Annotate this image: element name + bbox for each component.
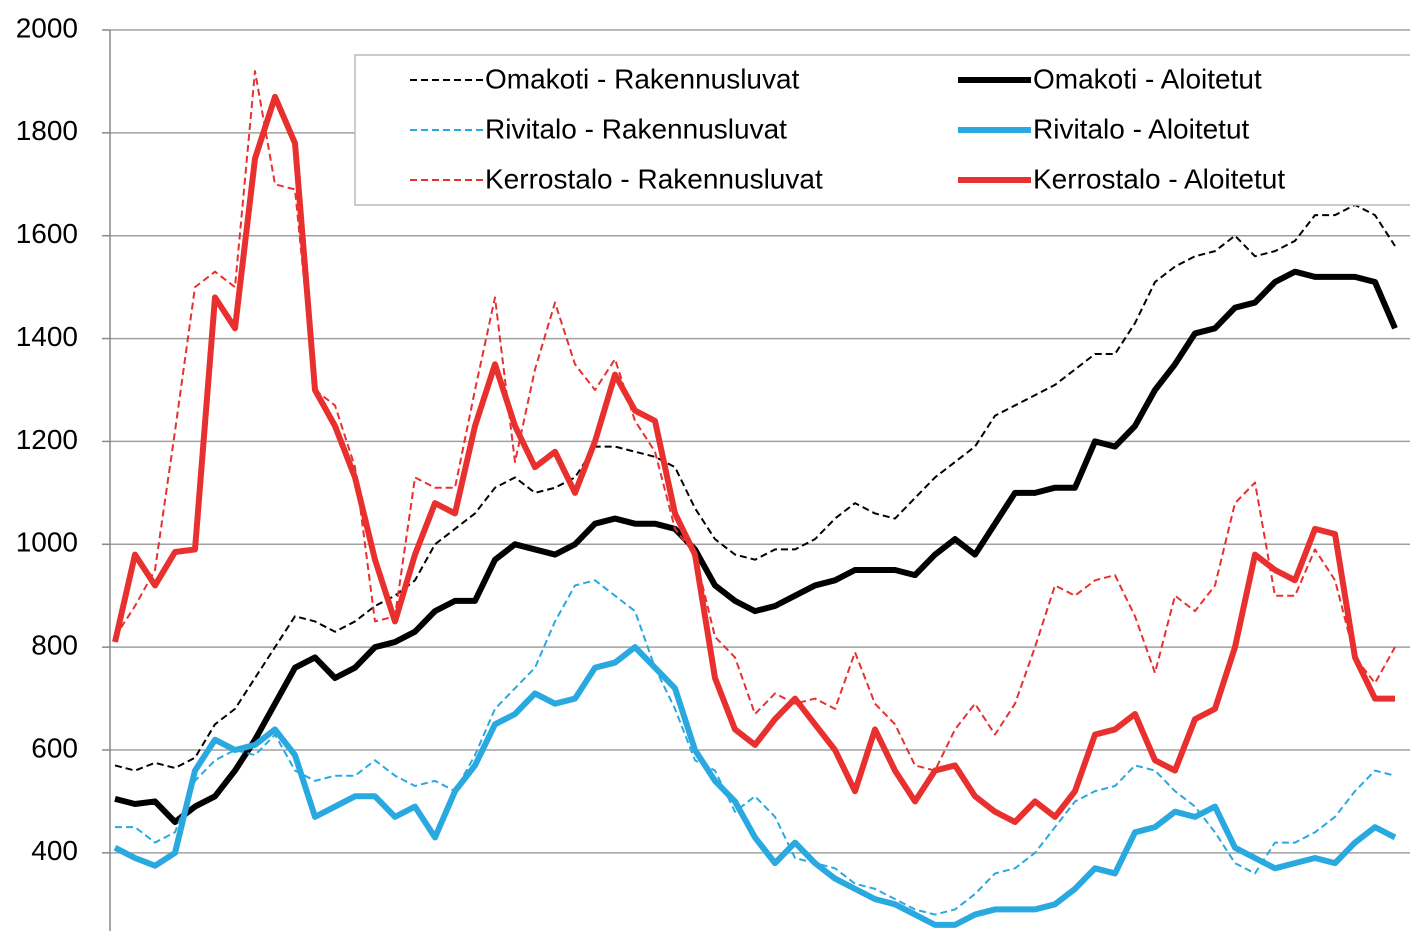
series-line [115, 579, 1396, 916]
series-line [114, 70, 1396, 772]
y-tick-label: 800 [31, 630, 78, 661]
legend-label: Rivitalo - Rakennusluvat [485, 113, 787, 144]
series-line [114, 203, 1396, 772]
legend-label: Rivitalo - Aloitetut [1033, 113, 1250, 144]
y-tick-label: 1800 [16, 115, 78, 146]
y-tick-label: 400 [31, 835, 78, 866]
legend-label: Kerrostalo - Aloitetut [1033, 163, 1285, 194]
y-tick-label: 1400 [16, 321, 78, 352]
series-line [112, 93, 1395, 825]
y-tick-label: 2000 [16, 12, 78, 43]
series-line [113, 644, 1397, 928]
legend: Omakoti - Rakennusluvat Omakoti - Aloitet… [354, 54, 1410, 206]
y-tick-label: 1000 [16, 527, 78, 558]
legend-label: Omakoti - Rakennusluvat [485, 63, 800, 94]
legend-box [354, 54, 1410, 206]
legend-label: Kerrostalo - Rakennusluvat [485, 163, 823, 194]
y-tick-label: 1200 [16, 424, 78, 455]
legend-label: Omakoti - Aloitetut [1033, 63, 1262, 94]
y-tick-label: 600 [31, 732, 78, 763]
y-tick-label: 1600 [16, 218, 78, 249]
series-line [114, 268, 1398, 825]
